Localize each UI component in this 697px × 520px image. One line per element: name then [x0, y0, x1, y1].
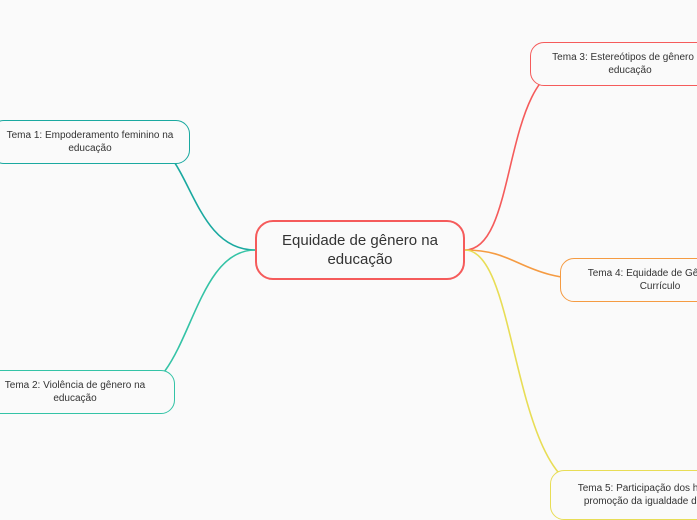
connector-2 [465, 64, 575, 250]
mindmap-canvas: { "diagram": { "type": "mindmap", "backg… [0, 0, 697, 520]
branch-node-0[interactable]: Tema 1: Empoderamento feminino na educaç… [0, 120, 190, 164]
branch-node-label: Tema 5: Participação dos homens na promo… [565, 482, 697, 508]
branch-node-3[interactable]: Tema 4: Equidade de Gênero no Currículo [560, 258, 697, 302]
branch-node-label: Tema 2: Violência de gênero na educação [0, 379, 160, 405]
branch-node-2[interactable]: Tema 3: Estereótipos de gênero na educaç… [530, 42, 697, 86]
central-node-label: Equidade de gênero na educação [271, 231, 449, 270]
central-node[interactable]: Equidade de gênero na educação [255, 220, 465, 280]
branch-node-4[interactable]: Tema 5: Participação dos homens na promo… [550, 470, 697, 520]
branch-node-label: Tema 1: Empoderamento feminino na educaç… [5, 129, 175, 155]
branch-node-1[interactable]: Tema 2: Violência de gênero na educação [0, 370, 175, 414]
branch-node-label: Tema 4: Equidade de Gênero no Currículo [575, 267, 697, 293]
branch-node-label: Tema 3: Estereótipos de gênero na educaç… [545, 51, 697, 77]
